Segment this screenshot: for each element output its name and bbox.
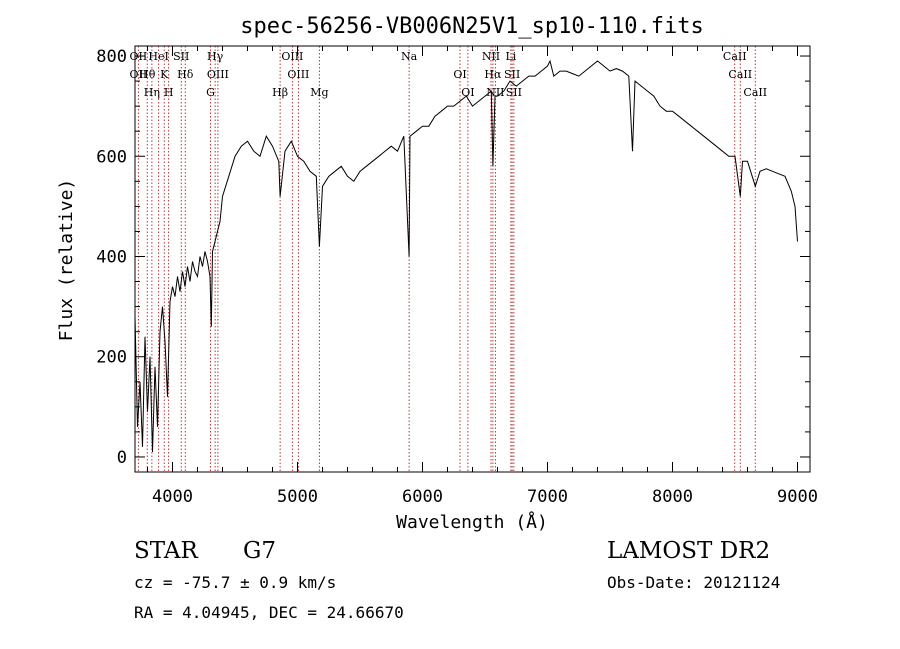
x-tick-label: 7000	[527, 487, 568, 507]
line-marker-label: K	[160, 68, 169, 81]
line-marker-label: OI	[461, 86, 474, 99]
line-marker-label: SII	[173, 50, 189, 63]
line-marker-labels: OIIOIIHθHηHeIKHSIIHδGHγOIIIHβOIIIOIIIMgN…	[130, 50, 768, 99]
x-tick-label: 5000	[277, 487, 318, 507]
line-marker-label: Hγ	[207, 50, 224, 63]
line-marker-label: CaII	[723, 50, 747, 63]
x-tick-label: 9000	[777, 487, 818, 507]
line-marker-label: CaII	[728, 68, 752, 81]
line-marker-label: Na	[401, 50, 418, 63]
object-class: STAR	[134, 538, 198, 564]
line-marker-label: Hθ	[139, 68, 156, 81]
line-marker-label: SII	[504, 68, 520, 81]
x-axis: 4000 5000 6000 7000 8000 9000	[147, 46, 818, 507]
y-tick-label: 800	[96, 47, 127, 67]
line-marker-label: OIII	[287, 68, 309, 81]
y-tick-label: 400	[96, 247, 127, 267]
line-marker-label: OI	[453, 68, 466, 81]
line-marker-label: Hβ	[272, 86, 288, 99]
x-tick-label: 6000	[402, 487, 443, 507]
line-marker-label: Li	[505, 50, 516, 63]
y-tick-label: 0	[117, 448, 127, 468]
x-tick-label: 8000	[652, 487, 693, 507]
plot-frame	[134, 45, 811, 473]
line-marker-label: CaII	[743, 86, 767, 99]
ra-dec: RA = 4.04945, DEC = 24.66670	[134, 603, 404, 622]
chart-title: spec-56256-VB006N25V1_sp10-110.fits	[240, 14, 704, 39]
spectrum-line	[134, 59, 798, 453]
line-marker-label: SII	[506, 86, 522, 99]
y-tick-label: 600	[96, 147, 127, 167]
redshift-cz: cz = -75.7 ± 0.9 km/s	[134, 573, 337, 592]
line-marker-label: OIII	[281, 50, 303, 63]
line-marker-label: Mg	[310, 86, 328, 99]
y-axis-label: Flux (relative)	[56, 179, 77, 342]
line-marker-label: OIII	[207, 68, 229, 81]
line-marker-label: Hδ	[177, 68, 194, 81]
line-marker-label: NII	[486, 86, 504, 99]
y-tick-label: 200	[96, 348, 127, 368]
y-axis: 0 200 400 600 800	[96, 47, 810, 468]
line-marker-label: Hα	[484, 68, 502, 81]
observation-date: Obs-Date: 20121124	[607, 573, 781, 592]
x-axis-label: Wavelength (Å)	[396, 511, 548, 533]
object-subclass: G7	[243, 538, 277, 564]
x-tick-label: 4000	[152, 487, 193, 507]
line-markers	[137, 46, 756, 472]
line-marker-label: HeI	[148, 50, 168, 63]
line-marker-label: G	[206, 86, 215, 99]
line-marker-label: H	[164, 86, 174, 99]
line-marker-label: NII	[482, 50, 500, 63]
line-marker-label: Hη	[144, 86, 160, 99]
survey-name: LAMOST DR2	[607, 538, 771, 564]
line-marker-label: OII	[130, 68, 148, 81]
